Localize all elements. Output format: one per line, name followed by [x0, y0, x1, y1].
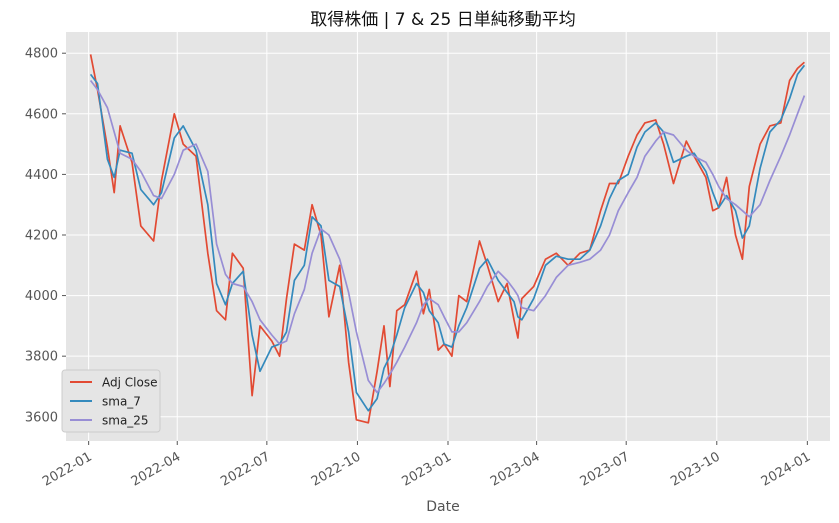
x-tick-label: 2023-10 [668, 449, 723, 489]
legend-label: Adj Close [102, 376, 157, 390]
legend-label: sma_25 [102, 414, 149, 428]
y-tick-label: 4800 [25, 47, 58, 62]
x-tick-label: 2022-01 [40, 449, 95, 489]
x-axis: 2022-01 2022-04 2022-07 2022-10 2023-01 2023-… [40, 441, 813, 490]
series-layer [89, 54, 806, 424]
x-tick-label: 2024-01 [759, 449, 814, 489]
x-axis-label: Date [426, 499, 459, 515]
legend: Adj Close sma_7 sma_25 [61, 369, 161, 433]
y-tick-label: 4400 [25, 168, 58, 183]
y-tick-label: 4200 [25, 228, 58, 243]
legend-box [61, 369, 161, 433]
x-tick-label: 2022-10 [309, 449, 364, 489]
y-tick-label: 3800 [25, 350, 58, 365]
chart-title: 取得株価 | 7 & 25 日単純移動平均 [310, 10, 575, 30]
y-tick-label: 4000 [25, 289, 58, 304]
y-axis: 3600 3800 4000 4200 4400 4600 4800 [25, 47, 66, 425]
legend-label: sma_7 [102, 395, 141, 409]
x-tick-label: 2023-07 [578, 449, 633, 489]
grid [66, 32, 830, 441]
x-tick-label: 2022-07 [218, 449, 273, 489]
x-tick-label: 2023-04 [488, 449, 543, 489]
series-line-sma_25 [89, 79, 806, 394]
x-tick-label: 2022-04 [129, 449, 184, 489]
y-tick-label: 3600 [25, 410, 58, 425]
x-tick-label: 2023-01 [399, 449, 454, 489]
y-tick-label: 4600 [25, 107, 58, 122]
